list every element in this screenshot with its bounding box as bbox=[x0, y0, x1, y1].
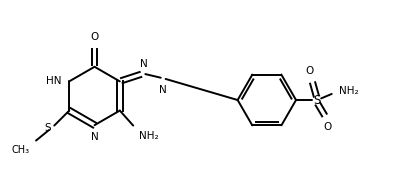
Text: O: O bbox=[91, 32, 99, 42]
Text: S: S bbox=[313, 93, 320, 107]
Text: S: S bbox=[44, 123, 51, 133]
Text: NH₂: NH₂ bbox=[139, 131, 159, 141]
Text: N: N bbox=[140, 59, 148, 69]
Text: O: O bbox=[306, 66, 314, 76]
Text: HN: HN bbox=[47, 76, 62, 86]
Text: CH₃: CH₃ bbox=[11, 145, 29, 155]
Text: N: N bbox=[159, 85, 167, 95]
Text: N: N bbox=[91, 132, 98, 142]
Text: NH₂: NH₂ bbox=[339, 86, 359, 96]
Text: O: O bbox=[323, 122, 331, 132]
